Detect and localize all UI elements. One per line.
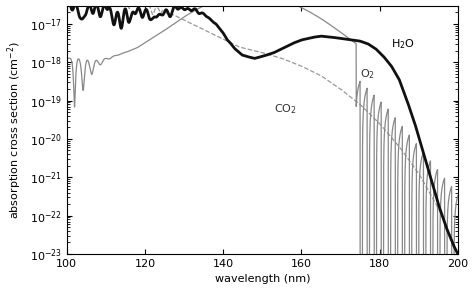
Text: O$_2$: O$_2$ [360,68,375,81]
Text: H$_2$O: H$_2$O [392,37,415,51]
X-axis label: wavelength (nm): wavelength (nm) [215,274,310,284]
Y-axis label: absorption cross section (cm$^{-2}$): absorption cross section (cm$^{-2}$) [6,41,24,219]
Text: CO$_2$: CO$_2$ [274,102,297,116]
